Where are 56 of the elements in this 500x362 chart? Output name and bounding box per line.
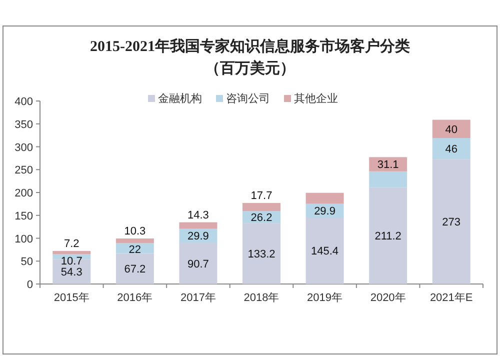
data-label: 31.1: [377, 159, 399, 172]
bar: [179, 222, 218, 229]
chart-title: 2015-2021年我国专家知识信息服务市场客户分类: [90, 37, 410, 55]
data-label: 10.7: [60, 255, 82, 268]
y-tick-label: 0: [26, 279, 33, 291]
data-label: 54.3: [60, 266, 82, 279]
y-tick-label: 200: [14, 188, 33, 200]
bar: [52, 250, 91, 254]
data-label: 273: [442, 216, 461, 229]
data-label: 17.7: [250, 190, 272, 202]
x-tick-label: 2021年E: [430, 292, 473, 304]
data-label: 67.2: [124, 264, 146, 276]
bar: [242, 223, 280, 284]
y-tick-label: 150: [14, 210, 33, 222]
bar: [432, 138, 470, 160]
chart-subtitle: （百万美元）: [205, 59, 295, 77]
legend-label: 咨询公司: [226, 93, 270, 105]
bar: [116, 238, 154, 244]
bar: [369, 157, 408, 172]
data-label: 22: [128, 244, 142, 256]
x-tick-label: 2015年: [54, 292, 90, 304]
bar: [116, 253, 154, 284]
data-label: 7.2: [64, 238, 80, 250]
y-tick-label: 100: [14, 233, 33, 246]
x-tick-label: 2016年: [117, 292, 153, 304]
bar: [369, 187, 408, 284]
bar: [369, 171, 408, 188]
data-label: 133.2: [248, 248, 276, 261]
x-tick-label: 2017年: [180, 292, 216, 304]
y-tick-label: 400: [14, 96, 33, 108]
data-label: 90.7: [188, 258, 209, 270]
bar: [432, 159, 470, 284]
data-label: 26.2: [250, 212, 272, 224]
data-label: 29.9: [314, 206, 336, 218]
x-tick-label: 2020年: [370, 292, 406, 304]
data-label: 145.4: [311, 246, 339, 258]
bar: [179, 242, 218, 284]
x-tick-label: 2018年: [244, 292, 280, 304]
data-label: 10.3: [124, 225, 146, 238]
y-tick-label: 250: [14, 164, 33, 177]
bar: [432, 120, 470, 138]
x-tick-label: 2019年: [307, 292, 343, 304]
data-label: 29.9: [188, 230, 209, 243]
bar: [306, 192, 344, 204]
data-label: 14.3: [188, 209, 209, 222]
data-label: 211.2: [374, 230, 402, 243]
bar: [242, 202, 280, 212]
legend-label: 其他企业: [294, 92, 338, 105]
y-tick-label: 350: [14, 118, 33, 131]
legend-label: 金融机构: [158, 93, 202, 105]
bar: [116, 243, 154, 254]
data-label: 46: [445, 144, 458, 156]
data-label: 40: [445, 124, 458, 136]
y-tick-label: 300: [14, 142, 33, 154]
bar: [306, 217, 344, 284]
y-tick-label: 50: [20, 256, 33, 268]
